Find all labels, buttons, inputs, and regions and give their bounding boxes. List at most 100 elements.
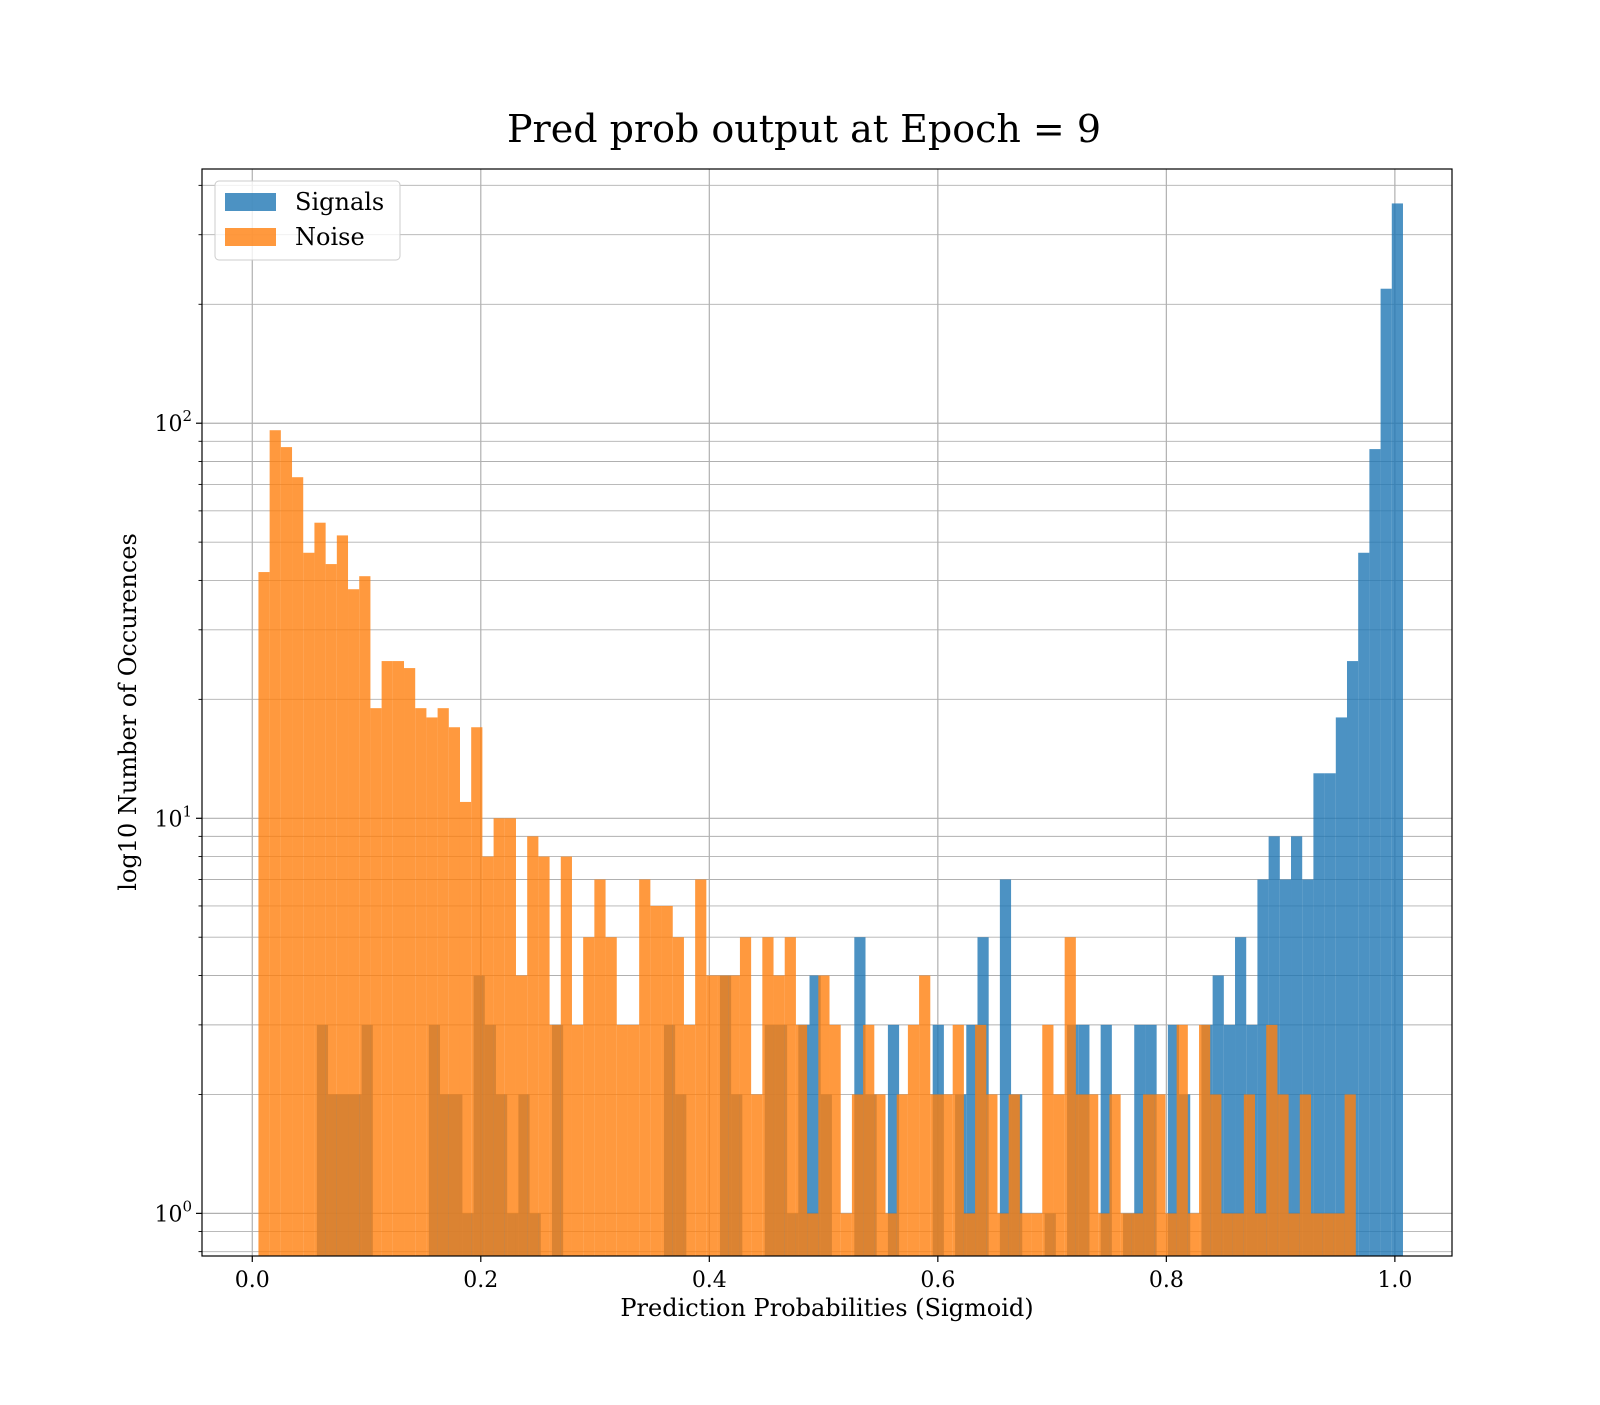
histogram-bar-noise	[471, 727, 483, 1256]
histogram-bar-noise	[493, 818, 505, 1256]
histogram-bar-noise	[359, 576, 371, 1256]
histogram-bar-noise	[1064, 937, 1076, 1256]
histogram-bar-noise	[907, 1024, 920, 1256]
y-tick-exponent: 1	[182, 802, 192, 820]
histogram-bar-noise	[661, 905, 673, 1256]
histogram-bar-noise	[672, 937, 684, 1256]
histogram-bar-noise	[280, 447, 293, 1256]
x-tick-label: 0.4	[692, 1268, 727, 1293]
histogram-bar-noise	[818, 975, 830, 1256]
histogram-bar-noise	[1165, 1213, 1177, 1256]
histogram-bar-noise	[515, 975, 528, 1256]
histogram-bar-noise	[1311, 1213, 1323, 1256]
histogram-bar-signals	[1291, 836, 1303, 1256]
histogram-bar-noise	[650, 905, 662, 1256]
histogram-bar-noise	[840, 1213, 852, 1256]
histogram-bar-noise	[404, 668, 416, 1256]
histogram-bar-noise	[1075, 1094, 1088, 1256]
histogram-bar-noise	[1243, 1094, 1256, 1256]
histogram-bar-signals	[1346, 661, 1359, 1256]
y-tick-label: 102	[154, 407, 192, 437]
y-tick-base: 10	[154, 1202, 182, 1227]
histogram-bar-noise	[941, 1094, 953, 1256]
histogram-bar-noise	[1053, 1094, 1065, 1256]
legend-label-signals: Signals	[295, 188, 384, 216]
y-tick-exponent: 0	[182, 1197, 192, 1215]
histogram-bar-noise	[269, 430, 281, 1256]
histogram-bar-noise	[1322, 1213, 1334, 1256]
x-tick-label: 1.0	[1377, 1268, 1412, 1293]
histogram-bar-noise	[919, 975, 931, 1256]
histogram-bar-noise	[1210, 1094, 1222, 1256]
histogram-bar-noise	[807, 1213, 819, 1256]
histogram-bar-noise	[829, 1024, 841, 1256]
histogram-bar-noise	[348, 589, 360, 1256]
plot-frame	[201, 168, 1453, 1257]
histogram-bar-noise	[874, 1094, 886, 1256]
histogram-bar-signals	[999, 879, 1012, 1256]
histogram-bar-noise	[448, 727, 460, 1256]
histogram-bar-noise	[851, 1094, 864, 1256]
histogram-bar-noise	[549, 1024, 561, 1256]
histogram-bar-noise	[292, 477, 304, 1257]
histogram-bar-noise	[1098, 1213, 1110, 1256]
histogram-bar-noise	[863, 1024, 875, 1256]
histogram-bar-noise	[1019, 1213, 1032, 1256]
series-noise-bars	[258, 430, 1356, 1257]
histogram-bar-noise	[1344, 1094, 1356, 1256]
histogram-bar-noise	[1143, 1094, 1155, 1256]
histogram-bar-noise	[885, 1213, 897, 1256]
histogram-bar-noise	[482, 856, 494, 1256]
histogram-bar-noise	[1187, 1213, 1200, 1256]
histogram-bar-noise	[683, 1024, 696, 1256]
histogram-bar-noise	[616, 1024, 628, 1256]
histogram-bar-noise	[896, 1094, 908, 1256]
legend-label-noise: Noise	[295, 223, 365, 251]
histogram-bar-noise	[1232, 1213, 1244, 1256]
y-tick-base: 10	[154, 807, 182, 832]
histogram-bars	[258, 203, 1403, 1257]
histogram-bar-noise	[1120, 1213, 1132, 1256]
histogram-bar-noise	[1277, 1094, 1289, 1256]
histogram-bar-signals	[1279, 879, 1292, 1256]
histogram-bar-noise	[1008, 1094, 1020, 1256]
histogram-bar-noise	[728, 975, 740, 1256]
y-tick-label: 100	[154, 1197, 192, 1227]
histogram-bar-noise	[594, 879, 606, 1256]
histogram-bar-noise	[1221, 1213, 1233, 1256]
y-tick-exponent: 2	[182, 407, 192, 425]
histogram-bar-noise	[751, 1094, 763, 1256]
histogram-bar-noise	[571, 1024, 584, 1256]
histogram-bar-signals	[1100, 1024, 1112, 1256]
histogram-bar-noise	[997, 1213, 1009, 1256]
histogram-bar-noise	[795, 1024, 808, 1256]
histogram-bar-noise	[314, 522, 326, 1256]
legend-swatch-noise	[225, 228, 276, 246]
histogram-bar-noise	[695, 879, 707, 1256]
histogram-bar-noise	[784, 937, 796, 1256]
histogram-bar-signals	[1380, 288, 1392, 1256]
histogram-bar-noise	[527, 836, 539, 1256]
histogram-bar-signals	[809, 975, 821, 1256]
x-axis-label: Prediction Probabilities (Sigmoid)	[620, 1294, 1033, 1322]
histogram-bar-noise	[1288, 1213, 1300, 1256]
histogram-bar-noise	[639, 879, 651, 1256]
x-tick-label: 0.8	[1149, 1268, 1184, 1293]
histogram-bar-noise	[303, 552, 315, 1256]
histogram-bar-noise	[717, 975, 729, 1256]
histogram-bar-signals	[966, 1024, 978, 1256]
histogram-bar-noise	[392, 661, 405, 1256]
histogram-bar-signals	[887, 1024, 900, 1256]
histogram-bar-noise	[1255, 1213, 1267, 1256]
histogram-bar-signals	[1313, 773, 1325, 1256]
histogram-bar-noise	[336, 535, 349, 1256]
histogram-bar-noise	[1042, 1024, 1054, 1256]
histogram-bar-noise	[381, 661, 393, 1256]
histogram-bar-noise	[762, 937, 774, 1256]
histogram-bar-noise	[1199, 1024, 1211, 1256]
histogram-bar-noise	[560, 856, 572, 1256]
histogram-bar-noise	[437, 708, 449, 1256]
